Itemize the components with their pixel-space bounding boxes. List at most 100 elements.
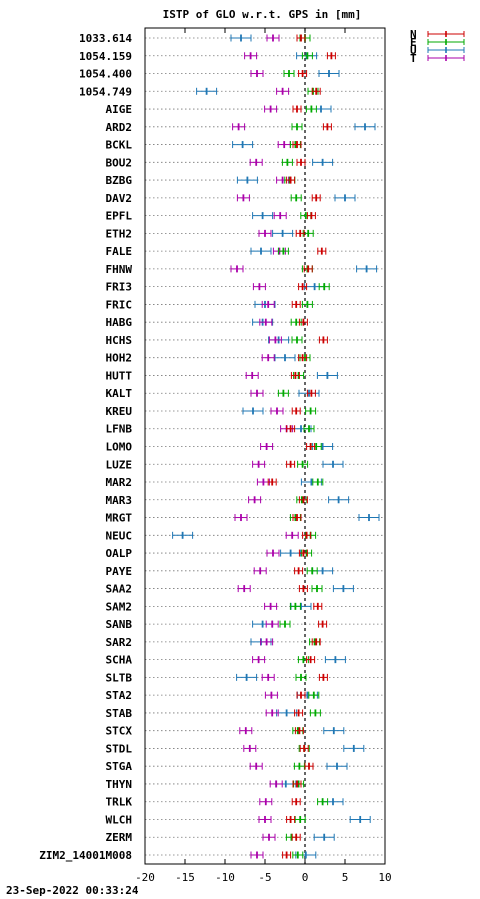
point-U [272, 229, 294, 237]
legend-entry-T: T [410, 52, 465, 65]
point-E [281, 158, 293, 166]
point-E [308, 691, 320, 699]
point-U [354, 123, 376, 131]
point-T [260, 443, 274, 450]
point-U [328, 496, 350, 504]
point-N [298, 354, 308, 362]
station-label: KREU [106, 405, 133, 418]
point-U [250, 247, 272, 255]
station-label: HABG [106, 316, 133, 329]
point-N [267, 478, 277, 486]
point-E [306, 567, 318, 575]
point-N [292, 105, 302, 113]
station-label: OALP [106, 547, 133, 560]
point-T [244, 52, 258, 60]
point-U [332, 585, 354, 593]
station-label: BOU2 [106, 156, 133, 169]
point-T [256, 478, 270, 486]
point-N [282, 851, 292, 859]
point-N [286, 460, 296, 468]
point-E [303, 425, 315, 433]
point-N [294, 709, 304, 717]
point-N [292, 780, 302, 788]
point-U [242, 407, 264, 415]
point-T [264, 691, 278, 699]
point-E [302, 229, 314, 237]
point-N [291, 300, 301, 308]
station-label: FHNW [106, 263, 133, 276]
point-E [318, 283, 330, 291]
station-label: BCKL [106, 139, 133, 152]
station-label: LUZE [106, 458, 133, 471]
x-tick-label: 10 [378, 871, 391, 884]
point-T [252, 460, 266, 468]
point-U [326, 762, 348, 770]
station-label: 1054.400 [79, 68, 132, 81]
point-T [261, 300, 275, 308]
point-U [274, 354, 296, 362]
station-label: PAYE [106, 565, 133, 578]
point-T [264, 105, 278, 113]
station-label: 1054.749 [79, 85, 132, 98]
legend-label: N [410, 28, 417, 41]
point-T [236, 194, 250, 202]
point-U [230, 34, 252, 42]
x-tick-label: -10 [215, 871, 235, 884]
point-N [317, 247, 327, 255]
point-N [311, 194, 321, 202]
station-label: FRIC [106, 298, 133, 311]
legend-label: U [410, 44, 417, 57]
point-N [291, 798, 301, 806]
point-E [309, 709, 321, 717]
point-N [298, 585, 308, 593]
point-E [277, 247, 289, 255]
point-U [280, 549, 302, 557]
point-E [294, 815, 306, 823]
point-E [291, 336, 303, 344]
station-label: HOH2 [106, 352, 133, 365]
point-N [298, 318, 308, 326]
point-U [313, 833, 335, 841]
point-N [286, 176, 296, 184]
station-label: LOMO [106, 441, 133, 454]
point-E [305, 407, 317, 415]
point-N [302, 531, 312, 539]
point-T [264, 602, 278, 610]
point-T [276, 87, 290, 95]
station-label: SAR2 [106, 636, 133, 649]
x-tick-label: -5 [258, 871, 271, 884]
point-E [301, 52, 313, 60]
legend-entry-E: E [410, 36, 465, 49]
point-U [312, 158, 334, 166]
point-T [259, 798, 273, 806]
point-T [266, 549, 280, 557]
station-label: ZIM2_14001M008 [39, 849, 132, 862]
point-T [259, 318, 273, 326]
point-T [262, 833, 276, 841]
legend-entry-U: U [410, 44, 465, 57]
point-N [318, 336, 328, 344]
point-T [269, 780, 283, 788]
point-N [318, 673, 328, 681]
point-U [318, 70, 340, 78]
point-N [292, 141, 302, 149]
point-U [172, 531, 194, 539]
point-E [290, 194, 302, 202]
timestamp: 23-Sep-2022 00:33:24 [6, 884, 139, 897]
point-T [252, 283, 266, 291]
point-U [324, 656, 346, 664]
point-N [294, 727, 304, 735]
point-E [283, 70, 295, 78]
point-T [245, 371, 259, 379]
point-E [293, 762, 305, 770]
point-N [296, 158, 306, 166]
station-label: 1054.159 [79, 50, 132, 63]
station-label: MAR3 [106, 494, 133, 507]
point-U [343, 744, 365, 752]
station-label: SCHA [106, 654, 133, 667]
point-U [356, 265, 378, 273]
point-T [265, 709, 279, 717]
point-N [306, 443, 316, 450]
station-label: ARD2 [106, 121, 133, 134]
point-T [253, 567, 267, 575]
